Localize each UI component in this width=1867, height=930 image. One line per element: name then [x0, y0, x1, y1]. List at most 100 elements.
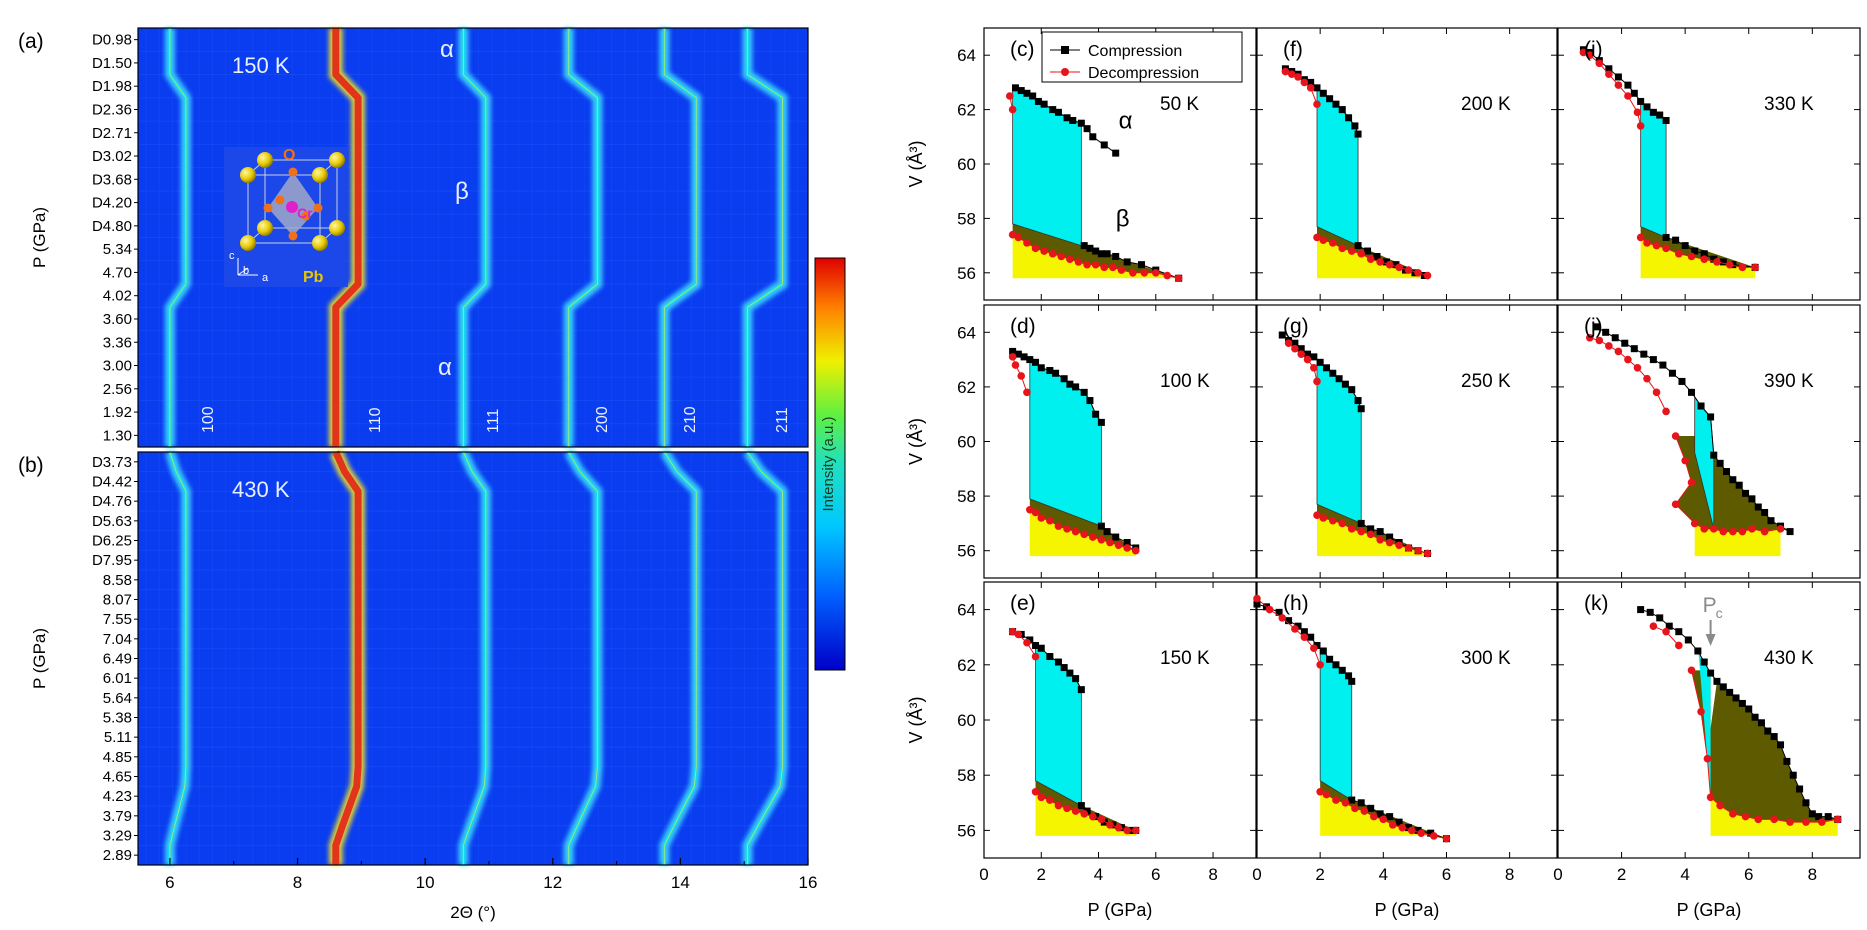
compression-point	[1054, 108, 1062, 116]
pv-frame	[983, 304, 1257, 579]
y-axis-label: V (Å³)	[906, 141, 926, 188]
decompression-point	[1129, 269, 1137, 277]
compression-point	[1112, 149, 1120, 157]
diffraction-peak-110	[332, 28, 362, 447]
compression-point	[1300, 628, 1308, 636]
panel-label: (j)	[1584, 315, 1603, 338]
pressure-tick-label: 3.36	[103, 334, 132, 351]
decompression-point	[1624, 355, 1632, 364]
decompression-point	[1729, 527, 1737, 536]
decompression-point	[1163, 271, 1172, 280]
compression-point	[1364, 247, 1372, 255]
compression-point	[1080, 242, 1088, 250]
compression-point	[1341, 380, 1349, 388]
pressure-tick-label: 8.58	[103, 572, 132, 589]
oxygen-atom	[288, 167, 298, 177]
decompression-point	[1786, 818, 1794, 826]
decompression-point	[1265, 605, 1274, 614]
legend-decompression-label: Decompression	[1088, 65, 1199, 82]
legend-compression-marker	[1061, 46, 1069, 54]
compression-point	[1742, 489, 1750, 497]
decompression-point	[1751, 263, 1759, 272]
x-tick-label: 8	[1208, 865, 1217, 884]
decompression-point	[1291, 625, 1299, 633]
y-tick-label: 56	[957, 264, 976, 283]
hkl-label-200: 200	[594, 406, 611, 433]
compression-point	[1732, 694, 1740, 702]
diffraction-peak-core	[462, 28, 487, 447]
compression-point	[1123, 539, 1131, 547]
y-tick-label: 62	[957, 101, 976, 120]
decompression-point	[1643, 239, 1651, 247]
compression-point	[1020, 353, 1028, 361]
decompression-point	[1385, 260, 1394, 269]
compression-point	[1748, 495, 1756, 503]
decompression-point	[1818, 818, 1826, 826]
y-axis-label: V (Å³)	[906, 697, 926, 744]
compression-point	[1681, 242, 1689, 250]
pv-frame	[983, 581, 1257, 859]
decompression-point	[1011, 361, 1020, 369]
decompression-point	[1319, 236, 1328, 244]
y-tick-label: 64	[957, 601, 976, 620]
oxygen-atom	[301, 211, 311, 221]
temperature-label: 330 K	[1764, 94, 1814, 115]
decompression-point	[1725, 260, 1734, 269]
compression-point	[1767, 517, 1775, 525]
colorbar-label: Intensity (a.u.)	[820, 416, 837, 511]
compression-point	[1072, 383, 1080, 391]
compression-point	[1023, 89, 1031, 97]
decompression-point	[1802, 818, 1810, 826]
y-tick-label: 60	[957, 711, 976, 730]
compression-point	[1694, 647, 1702, 655]
decompression-point	[1046, 796, 1054, 804]
phase-label-beta: β	[1116, 206, 1130, 233]
pv-frame	[1256, 27, 1558, 301]
compression-point	[1659, 361, 1667, 369]
lead-atom	[240, 167, 256, 183]
pv-panel: 56 58 60 62 64 V (Å³) (d) 100 K	[906, 304, 1257, 579]
pressure-tick-label: D1.50	[92, 55, 132, 72]
compression-point	[1326, 95, 1334, 103]
compression-point	[1729, 476, 1737, 484]
decompression-point	[1322, 790, 1331, 799]
compression-point	[1037, 364, 1045, 372]
x-tick-label: 2	[1315, 865, 1324, 884]
compression-point	[1086, 244, 1094, 252]
diffraction-peak-core	[169, 28, 187, 447]
x-tick-label: 0	[1553, 865, 1562, 884]
x-tick-label: 4	[1379, 865, 1388, 884]
decompression-point	[1404, 266, 1413, 274]
decompression-point	[1031, 787, 1040, 796]
compression-point	[1373, 252, 1381, 260]
decompression-point	[1316, 661, 1324, 669]
lead-atom	[257, 152, 273, 168]
compression-point	[1649, 108, 1657, 116]
pc-label-subscript: c	[1716, 605, 1723, 621]
hkl-label-210: 210	[682, 406, 699, 433]
diffraction-peak-core	[663, 28, 697, 447]
oxygen-atom	[288, 231, 298, 241]
compression-point	[1789, 771, 1797, 779]
compression-point	[1077, 686, 1085, 694]
compression-point	[1630, 89, 1638, 97]
compression-point	[1796, 785, 1804, 793]
decompression-point	[1716, 801, 1724, 810]
temperature-label: 100 K	[1160, 371, 1210, 392]
compression-point	[1046, 653, 1054, 661]
compression-point	[1066, 669, 1074, 677]
xrd-x-tick-label: 8	[293, 873, 302, 892]
colorbar: Intensity (a.u.)	[814, 257, 846, 671]
decompression-point	[1071, 807, 1080, 815]
decompression-point	[1738, 527, 1747, 536]
pc-label: P	[1703, 594, 1717, 617]
decompression-point	[1300, 633, 1309, 641]
decompression-point	[1046, 516, 1054, 525]
compression-point	[1322, 364, 1330, 372]
pressure-tick-label: 5.38	[103, 710, 132, 727]
decompression-point	[1310, 363, 1318, 372]
decompression-point	[1414, 546, 1422, 555]
compression-point	[1719, 683, 1727, 691]
decompression-point	[1366, 530, 1375, 539]
compression-point	[1605, 65, 1613, 73]
